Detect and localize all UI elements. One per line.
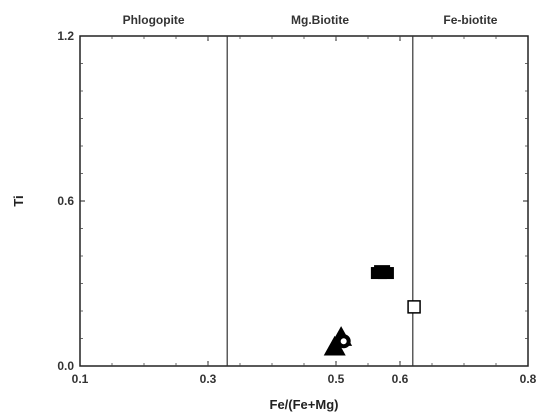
x-tick-label: 0.6 xyxy=(392,372,409,386)
y-axis-label: Ti xyxy=(11,195,26,206)
data-points xyxy=(323,265,421,356)
filled-square-point xyxy=(374,265,391,278)
region-label-2: Mg.Biotite xyxy=(291,13,349,27)
x-tick-label: 0.1 xyxy=(72,372,89,386)
y-tick-label: 0.0 xyxy=(57,359,74,373)
region-label-3: Fe-biotite xyxy=(443,13,497,27)
y-tick-label: 0.6 xyxy=(57,194,74,208)
y-tick-label: 1.2 xyxy=(57,29,74,43)
x-tick-label: 0.3 xyxy=(200,372,217,386)
x-axis: 0.1 0.3 0.5 0.6 0.8 xyxy=(72,36,537,386)
x-axis-label: Fe/(Fe+Mg) xyxy=(270,397,339,412)
open-square-point xyxy=(407,300,421,314)
x-tick-label: 0.8 xyxy=(520,372,537,386)
region-label-1: Phlogopite xyxy=(123,13,185,27)
region-labels: Phlogopite Mg.Biotite Fe-biotite xyxy=(123,13,498,27)
plot-area xyxy=(79,35,529,367)
filled-triangle-point xyxy=(323,335,346,356)
x-tick-label: 0.5 xyxy=(328,372,345,386)
open-circle-point xyxy=(339,337,348,346)
y-axis: 0.0 0.6 1.2 xyxy=(57,29,528,373)
